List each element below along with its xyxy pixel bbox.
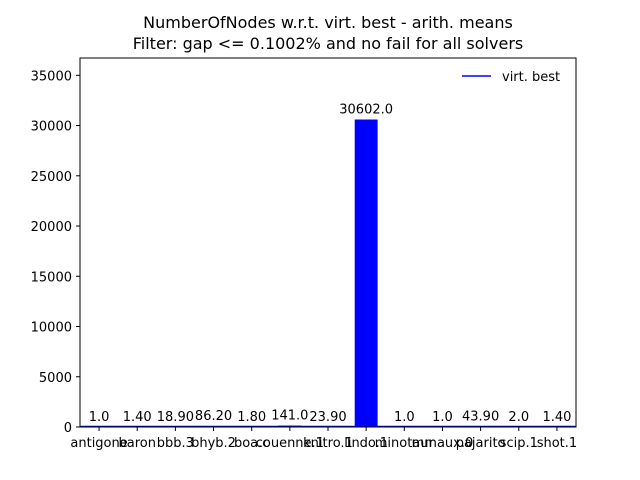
data-label-bbb.3: 18.90 [157, 410, 194, 425]
x-tick-label-scip.1: scip.1 [500, 436, 538, 451]
data-label-couenne.1: 141.0 [271, 409, 308, 424]
x-tick-label-knitro.1: knitro.1 [303, 436, 353, 451]
data-label-pajarito: 43.90 [462, 410, 499, 425]
y-tick-label-25000: 25000 [31, 170, 72, 185]
y-tick-label-20000: 20000 [31, 220, 72, 235]
y-tick-label-30000: 30000 [31, 120, 72, 135]
y-tick-label-5000: 5000 [39, 371, 72, 386]
data-label-minotaur: 1.0 [394, 410, 415, 425]
data-label-boa.c: 1.80 [237, 410, 266, 425]
data-label-mmaux.0: 1.0 [432, 410, 453, 425]
data-label-baron: 1.40 [123, 410, 152, 425]
x-tick-label-minotaur: minotaur [375, 436, 435, 451]
x-tick-label-bbb.3: bbb.3 [157, 436, 194, 451]
data-label-bhyb.2: 86.20 [195, 409, 232, 424]
data-label-shot.1: 1.40 [542, 410, 571, 425]
x-tick-label-bhyb.2: bhyb.2 [191, 436, 236, 451]
data-label-knitro.1: 23.90 [309, 410, 346, 425]
plot-area: 1.0 1.40 18.90 86.20 1.80 141.0 23.90 30602.0 1.… [31, 69, 578, 451]
y-tick-label-35000: 35000 [31, 69, 72, 84]
x-tick-label-lindo.1: lindo.1 [344, 436, 388, 451]
x-tick-label-mmaux.0: mmaux.0 [412, 436, 474, 451]
x-tick-label-pajarito: pajarito [456, 436, 506, 451]
y-tick-label-0: 0 [64, 421, 72, 436]
data-label-scip.1: 2.0 [508, 410, 529, 425]
legend: virt. best [462, 70, 560, 85]
x-tick-label-antigone: antigone [70, 436, 127, 451]
chart-subtitle: Filter: gap <= 0.1002% and no fail for a… [133, 34, 523, 53]
axes-frame [79, 57, 577, 428]
x-tick-label-boa.c: boa.c [234, 436, 269, 451]
y-tick-label-10000: 10000 [31, 321, 72, 336]
x-tick-label-baron: baron [118, 436, 155, 451]
x-tick-label-shot.1: shot.1 [537, 436, 577, 451]
y-tick-label-15000: 15000 [31, 270, 72, 285]
bar-lindo.1 [354, 119, 378, 427]
data-label-antigone: 1.0 [89, 410, 110, 425]
legend-label-virt-best: virt. best [502, 70, 560, 85]
x-tick-label-couenne.1: couenne.1 [256, 436, 324, 451]
chart-title: NumberOfNodes w.r.t. virt. best - arith.… [143, 13, 513, 32]
data-label-lindo.1: 30602.0 [339, 103, 393, 118]
